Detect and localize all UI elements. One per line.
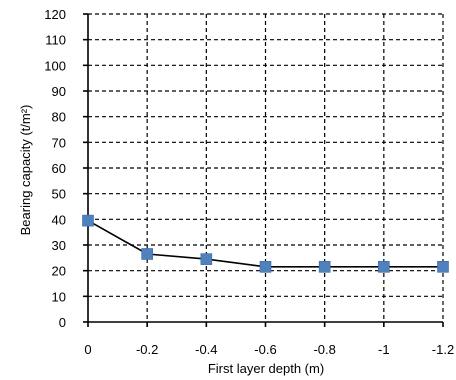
y-tick-label: 90 — [52, 84, 66, 99]
y-tick-label: 40 — [52, 212, 66, 227]
y-tick-label: 50 — [52, 187, 66, 202]
data-point-marker — [437, 261, 449, 273]
x-tick-label: -1.2 — [432, 342, 454, 357]
y-tick-label: 100 — [44, 58, 66, 73]
x-tick-label: 0 — [84, 342, 91, 357]
y-tick-label: 20 — [52, 264, 66, 279]
x-tick-label: -1 — [378, 342, 390, 357]
x-tick-label: -0.2 — [136, 342, 158, 357]
y-tick-label: 60 — [52, 161, 66, 176]
y-tick-label: 0 — [59, 315, 66, 330]
y-axis-title: Bearing capacity (t/m²) — [18, 105, 33, 236]
data-point-marker — [141, 248, 153, 260]
y-tick-labels: 0 10 20 30 40 50 60 70 80 90 100 110 120 — [44, 7, 66, 330]
y-tick-label: 30 — [52, 238, 66, 253]
y-tick-label: 10 — [52, 289, 66, 304]
data-point-marker — [318, 261, 331, 273]
x-tick-label: -0.4 — [195, 342, 217, 357]
y-tick-label: 120 — [44, 7, 66, 22]
data-point-marker — [200, 253, 213, 265]
axes — [83, 13, 444, 327]
y-tick-label: 70 — [52, 135, 66, 150]
x-tick-label: -0.6 — [254, 342, 276, 357]
x-axis-title: First layer depth (m) — [208, 361, 324, 376]
data-point-marker — [82, 214, 94, 227]
y-tick-label: 110 — [45, 33, 66, 48]
data-point-marker — [378, 261, 390, 273]
x-tick-labels: 0 -0.2 -0.4 -0.6 -0.8 -1 -1.2 — [84, 342, 454, 357]
data-point-markers — [82, 214, 449, 273]
x-tick-label: -0.8 — [313, 342, 335, 357]
y-tick-label: 80 — [52, 110, 66, 125]
data-point-marker — [259, 261, 272, 273]
grid-lines — [88, 13, 444, 322]
